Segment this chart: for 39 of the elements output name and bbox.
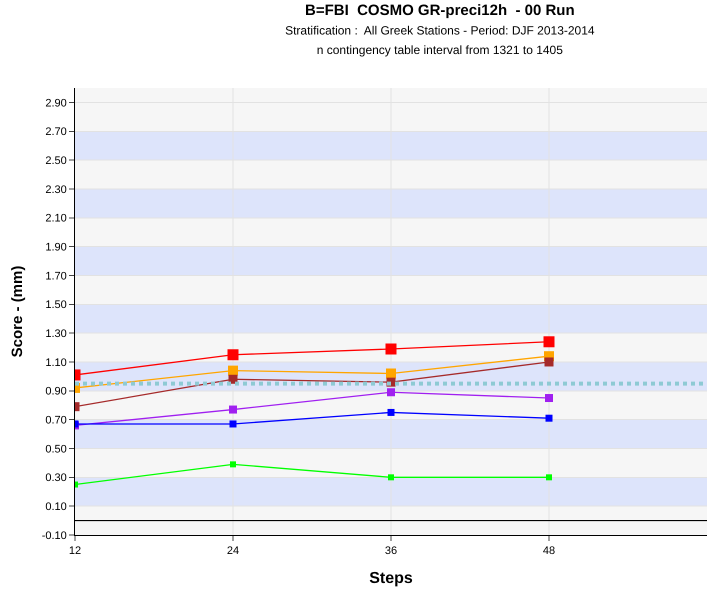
point <box>544 336 554 348</box>
y-tick-label: 2.10 <box>45 212 67 225</box>
y-axis-title: Score - (mm) <box>8 266 26 358</box>
y-tick-label: 2.70 <box>45 126 67 138</box>
point <box>230 461 236 468</box>
y-tick-label: 1.70 <box>45 270 67 282</box>
chart-title: B=FBI COSMO GR-preci12h - 00 Run <box>305 2 575 19</box>
point <box>388 474 394 480</box>
y-tick-label: 2.30 <box>45 184 67 196</box>
x-tick-label: 36 <box>384 545 398 558</box>
point <box>545 394 553 402</box>
x-tick-label: 24 <box>226 545 240 558</box>
y-tick-label: 2.90 <box>45 97 67 110</box>
point <box>388 408 394 416</box>
point <box>229 406 237 414</box>
y-tick-label: -0.10 <box>42 530 67 542</box>
point <box>230 420 236 428</box>
point <box>386 368 396 378</box>
point <box>544 357 554 366</box>
point <box>386 343 396 354</box>
y-tick-label: 1.50 <box>45 299 67 312</box>
y-tick-label: 2.50 <box>45 154 67 167</box>
y-tick-label: 0.70 <box>45 414 67 426</box>
x-tick-label: 12 <box>68 545 82 558</box>
point <box>228 349 238 360</box>
point <box>228 366 238 376</box>
x-axis-title: Steps <box>369 570 413 587</box>
y-tick-label: 0.30 <box>45 472 67 484</box>
x-tick-label: 48 <box>542 545 556 558</box>
y-tick-label: 0.10 <box>45 501 67 514</box>
y-tick-label: 0.90 <box>45 386 67 398</box>
y-tick-label: 1.10 <box>45 356 67 369</box>
point <box>546 474 552 480</box>
point <box>546 414 552 422</box>
y-tick-label: 0.50 <box>45 443 67 456</box>
chart-subtitle: Stratification : All Greek Stations - Period: DJF 2013-2014 n contingency table interval from 1321 to 1405 <box>285 23 595 57</box>
y-tick-label: 1.30 <box>45 328 67 340</box>
y-tick-label: 1.90 <box>45 241 67 254</box>
point <box>387 388 395 396</box>
